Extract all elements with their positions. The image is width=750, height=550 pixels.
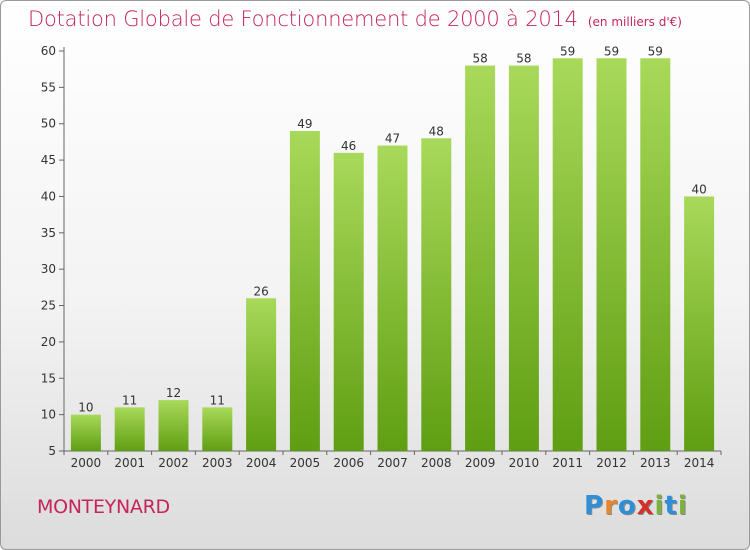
bar-value-label: 58 — [472, 52, 487, 66]
bar-value-label: 11 — [210, 393, 225, 407]
bar-value-label: 48 — [429, 124, 444, 138]
y-tick-label: 30 — [41, 262, 56, 276]
x-tick-label: 2000 — [71, 456, 102, 470]
bar-value-label: 26 — [253, 284, 268, 298]
bar-value-label: 10 — [78, 401, 93, 415]
x-tick-label: 2013 — [640, 456, 671, 470]
bar-value-label: 49 — [297, 117, 312, 131]
x-tick-label: 2014 — [684, 456, 715, 470]
bar-value-label: 12 — [166, 386, 181, 400]
logo-letter: i — [677, 491, 688, 521]
bar — [465, 65, 496, 451]
chart-title: Dotation Globale de Fonctionnement de 20… — [28, 7, 682, 31]
logo-letter: o — [617, 491, 637, 521]
proxiti-logo: Proxiti — [584, 491, 688, 521]
bar-value-label: 59 — [648, 44, 663, 58]
chart-title-text: Dotation Globale de Fonctionnement de 20… — [28, 7, 578, 31]
bar — [596, 58, 627, 451]
bar — [246, 298, 277, 451]
x-tick-label: 2010 — [509, 456, 540, 470]
y-tick-label: 60 — [41, 44, 56, 58]
logo-letter: P — [584, 491, 605, 521]
x-tick-label: 2004 — [246, 456, 277, 470]
x-tick-label: 2002 — [158, 456, 189, 470]
bar — [114, 407, 145, 451]
y-tick-label: 5 — [48, 444, 56, 458]
bar-value-label: 47 — [385, 132, 400, 146]
y-tick-label: 45 — [41, 153, 56, 167]
y-tick-label: 15 — [41, 371, 56, 385]
x-tick-label: 2008 — [421, 456, 452, 470]
bar — [640, 58, 671, 451]
bar — [552, 58, 583, 451]
bar — [333, 152, 364, 451]
x-tick-label: 2012 — [596, 456, 627, 470]
x-tick-label: 2006 — [333, 456, 364, 470]
logo-letter: x — [636, 491, 655, 521]
chart-unit: (en milliers d'€) — [587, 15, 682, 29]
bar — [289, 131, 320, 451]
bar-value-label: 46 — [341, 139, 356, 153]
bar — [70, 414, 101, 451]
x-tick-label: 2009 — [465, 456, 496, 470]
bar — [508, 65, 539, 451]
logo-letter: t — [664, 491, 678, 521]
logo-letter: i — [654, 491, 665, 521]
bar-value-label: 11 — [122, 393, 137, 407]
bar — [202, 407, 233, 451]
bar-value-label: 59 — [560, 44, 575, 58]
logo-letter: r — [604, 491, 618, 521]
bar — [421, 138, 452, 452]
y-tick-label: 35 — [41, 226, 56, 240]
bar-value-label: 58 — [516, 52, 531, 66]
commune-name: MONTEYNARD — [37, 496, 170, 518]
bar-value-label: 59 — [604, 44, 619, 58]
bar — [684, 196, 715, 451]
x-tick-label: 2011 — [552, 456, 583, 470]
bar — [377, 145, 408, 451]
y-tick-label: 25 — [41, 299, 56, 313]
x-tick-label: 2005 — [290, 456, 321, 470]
bar — [158, 400, 189, 451]
x-tick-label: 2003 — [202, 456, 233, 470]
y-tick-label: 50 — [41, 117, 56, 131]
y-tick-label: 20 — [41, 335, 56, 349]
y-tick-label: 10 — [41, 408, 56, 422]
y-tick-label: 55 — [41, 80, 56, 94]
x-tick-label: 2001 — [114, 456, 145, 470]
y-tick-label: 40 — [41, 189, 56, 203]
bar-value-label: 40 — [691, 182, 706, 196]
x-tick-label: 2007 — [377, 456, 408, 470]
